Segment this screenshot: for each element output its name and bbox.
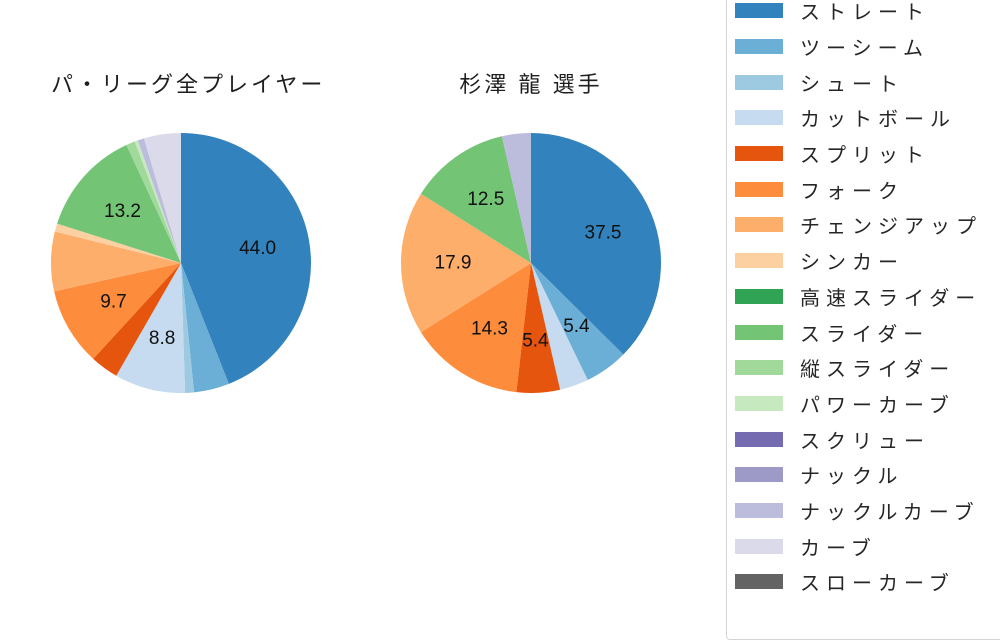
pie-slice	[181, 133, 311, 384]
legend-item: スライダー	[727, 314, 1000, 350]
legend-swatch	[735, 467, 783, 483]
pie-slice-label: 8.8	[149, 328, 175, 349]
pie-slice	[134, 140, 181, 263]
legend-swatch	[735, 110, 783, 126]
pie-slice	[420, 263, 531, 393]
legend-items: ストレートツーシームシュートカットボール スプリットフォークチェンジアップ シンカー…	[727, 0, 1000, 600]
pie-slice	[531, 263, 624, 380]
legend-item: ナックルカーブ	[727, 493, 1000, 529]
legend-item: パワーカーブ	[727, 386, 1000, 422]
legend-label: ナックル	[800, 466, 904, 489]
legend-item: シュート	[727, 64, 1000, 100]
pie-chart-league: 44.0 8.8 9.7 13.2	[51, 133, 311, 393]
legend-swatch	[735, 146, 783, 162]
legend-item: フォーク	[727, 171, 1000, 207]
pie-slice	[531, 133, 661, 355]
legend-label: 縦スライダー	[800, 359, 956, 382]
pie-slice	[54, 223, 181, 263]
pie-slice-label: 13.2	[104, 201, 141, 222]
pie-slice-label: 44.0	[239, 238, 276, 259]
pie-slice	[501, 133, 531, 263]
pie-slice-label: 9.7	[100, 292, 126, 313]
pie-slice-label: 5.4	[522, 330, 549, 351]
pie-slice	[420, 136, 531, 263]
legend-item: シンカー	[727, 243, 1000, 279]
legend-swatch	[735, 502, 783, 518]
pie-chart-player: 37.5 5.4 5.4 14.3 17.9 12.5	[401, 133, 661, 393]
legend-label: ストレート	[800, 2, 930, 25]
legend-label: シンカー	[800, 252, 904, 275]
legend-swatch	[735, 431, 783, 447]
legend-label: カットボール	[800, 109, 956, 132]
pie-slice	[116, 263, 186, 393]
legend-item: ツーシーム	[727, 29, 1000, 65]
pie-slice	[401, 193, 531, 333]
legend-label: ツーシーム	[800, 38, 929, 61]
pie-slice	[126, 141, 181, 263]
legend-swatch	[735, 253, 783, 269]
legend-label: フォーク	[800, 180, 904, 203]
pie-slice	[54, 263, 181, 359]
legend-swatch	[735, 395, 783, 411]
legend-label: スクリュー	[800, 430, 930, 453]
legend-item: チェンジアップ	[727, 207, 1000, 243]
legend-swatch	[735, 39, 783, 55]
pie-slice	[181, 263, 195, 393]
legend-label: カーブ	[800, 537, 877, 560]
pie-slice	[137, 138, 181, 263]
pie-slice	[531, 263, 588, 390]
legend-item: カットボール	[727, 100, 1000, 136]
legend-swatch	[735, 74, 783, 90]
legend-item: 縦スライダー	[727, 350, 1000, 386]
legend-label: ナックルカーブ	[800, 501, 980, 524]
legend-item: ナックル	[727, 457, 1000, 493]
pie-slice-label: 12.5	[467, 189, 504, 210]
legend-item: ストレート	[727, 0, 1000, 29]
legend-item: スクリュー	[727, 421, 1000, 457]
legend-item: カーブ	[727, 528, 1000, 564]
pie-slice	[57, 145, 181, 263]
legend-label: パワーカーブ	[800, 394, 955, 417]
pie-slice	[516, 263, 561, 393]
legend-label: スローカーブ	[800, 573, 955, 596]
pie-slice	[51, 231, 181, 292]
legend-item: スプリット	[727, 136, 1000, 172]
legend-swatch	[735, 3, 783, 19]
legend-label: チェンジアップ	[800, 216, 982, 239]
legend-swatch	[735, 217, 783, 233]
legend-label: スライダー	[800, 323, 930, 346]
legend-item: スローカーブ	[727, 564, 1000, 600]
chart-title-league: パ・リーグ全プレイヤー	[51, 72, 326, 97]
legend-swatch	[735, 181, 783, 197]
pie-slice	[181, 263, 229, 393]
legend-swatch	[735, 324, 783, 340]
legend-swatch	[735, 288, 783, 304]
legend-swatch	[735, 538, 783, 554]
legend-label: 高速スライダー	[800, 287, 982, 310]
figure: パ・リーグ全プレイヤー 杉澤 龍 選手 44.0 8.8 9.7 13.2 37.5 5…	[51, 0, 1000, 640]
legend-item: 高速スライダー	[727, 279, 1000, 315]
legend-swatch	[735, 574, 783, 590]
legend: ストレートツーシームシュートカットボール スプリットフォークチェンジアップ シンカー…	[726, 0, 1000, 640]
pie-slice-label: 37.5	[585, 223, 622, 244]
pie-slice	[143, 133, 181, 263]
legend-label: スプリット	[800, 145, 930, 168]
legend-label: シュート	[800, 73, 904, 96]
pie-slice-label: 17.9	[435, 253, 472, 274]
chart-title-player: 杉澤 龍 選手	[459, 72, 603, 97]
pie-slice-label: 14.3	[471, 319, 508, 340]
legend-swatch	[735, 360, 783, 376]
pie-slice	[93, 263, 181, 376]
pie-slice-label: 5.4	[563, 316, 590, 337]
